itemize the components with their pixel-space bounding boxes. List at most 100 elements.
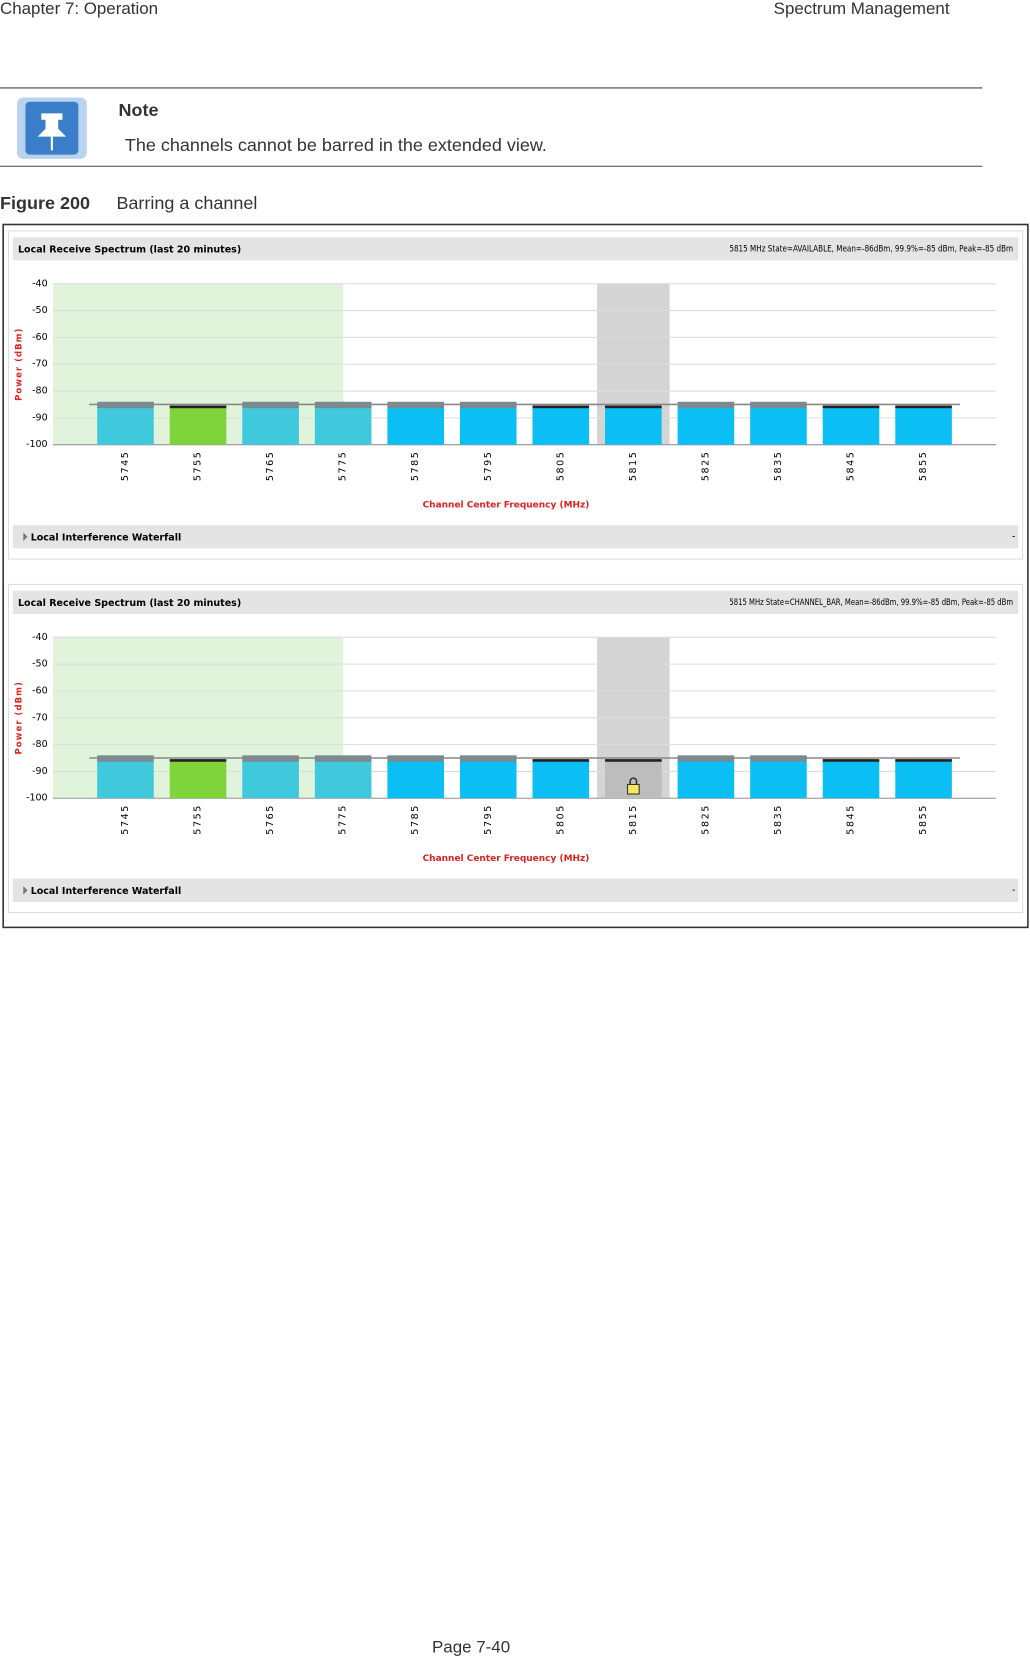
x-tick-label: 5795 [483, 451, 494, 482]
bar [242, 760, 299, 799]
title-bar [12, 237, 1019, 261]
x-tick-label: 5815 [628, 804, 639, 835]
x-tick-label: 5805 [555, 804, 566, 835]
bar [605, 407, 662, 445]
x-tick-label: 5805 [555, 451, 566, 482]
bar [459, 407, 517, 445]
bar [677, 407, 735, 445]
x-tick-label: 5815 [628, 451, 639, 482]
peak-marker [750, 755, 807, 762]
figure-number: Figure 200 [0, 193, 90, 213]
bar [459, 760, 517, 799]
x-tick-label: 5765 [265, 804, 276, 835]
peak-marker [677, 755, 735, 762]
bar [532, 760, 590, 799]
figure-caption: Barring a channel [116, 193, 257, 213]
peak-marker [97, 401, 154, 409]
peak-marker [532, 405, 590, 409]
y-tick-label: -40 [32, 278, 48, 289]
panel-title: Local Receive Spectrum (last 20 minutes) [18, 244, 241, 255]
x-tick-label: 5795 [483, 804, 494, 835]
peak-marker [895, 405, 952, 409]
panel-title: Local Receive Spectrum (last 20 minutes) [18, 598, 241, 609]
peak-marker [605, 405, 662, 409]
peak-marker [605, 759, 662, 762]
peak-marker [387, 755, 444, 762]
y-tick-label: -70 [32, 712, 48, 723]
peak-marker [314, 755, 372, 762]
y-tick-label: -50 [32, 305, 48, 316]
peak-marker [314, 401, 372, 409]
bar [750, 407, 807, 445]
x-tick-label: 5835 [773, 804, 784, 835]
waterfall-title: Local Interference Waterfall [31, 532, 182, 543]
y-tick-label: -50 [32, 659, 48, 670]
x-axis-label: Channel Center Frequency (MHz) [423, 501, 590, 511]
x-tick-label: 5825 [700, 451, 711, 482]
x-tick-label: 5855 [918, 804, 929, 835]
y-tick-label: -40 [32, 632, 48, 643]
y-tick-label: -90 [32, 766, 48, 777]
waterfall-toggle: - [1012, 885, 1015, 896]
x-tick-label: 5755 [193, 804, 204, 835]
status: 5815 MHz State=AVAILABLE, Mean=-86dBm, 9… [729, 244, 1013, 254]
lock-shackle [629, 777, 638, 785]
x-tick-label: 5785 [410, 804, 421, 835]
peak-marker [532, 759, 590, 762]
bar [314, 407, 372, 445]
bar [895, 407, 952, 445]
peak-marker [169, 405, 227, 409]
section: Spectrum Management [774, 0, 950, 18]
bar [387, 407, 444, 445]
peak-marker [677, 401, 735, 409]
y-tick-label: -100 [26, 439, 48, 450]
bar [169, 407, 227, 445]
peak-marker [750, 401, 807, 409]
x-tick-label: 5775 [338, 804, 349, 835]
peak-marker [387, 401, 444, 409]
peak-marker [822, 759, 880, 762]
lock-body [627, 783, 640, 795]
x-tick-label: 5775 [338, 451, 349, 482]
bar [97, 760, 154, 799]
bar [97, 407, 154, 445]
bar [242, 407, 299, 445]
bar [532, 407, 590, 445]
y-axis-label: Power (dBm) [14, 328, 24, 401]
y-tick-label: -100 [26, 793, 48, 804]
note-icon [16, 97, 87, 159]
note-text: The channels cannot be barred in the ext… [125, 135, 547, 155]
chapter: Chapter 7: Operation [0, 0, 158, 18]
x-tick-label: 5755 [193, 451, 204, 482]
x-tick-label: 5855 [918, 451, 929, 482]
bar [750, 760, 807, 799]
x-tick-label: 5825 [700, 804, 711, 835]
waterfall-bar [12, 525, 1019, 549]
y-axis-label: Power (dBm) [14, 681, 24, 754]
waterfall-title: Local Interference Waterfall [31, 886, 182, 897]
note-title: Note [119, 100, 159, 120]
status: 5815 MHz State=CHANNEL_BAR, Mean=-86dBm,… [729, 598, 1013, 608]
peak-marker [242, 755, 299, 762]
title-bar [12, 590, 1019, 615]
y-tick-label: -80 [32, 386, 48, 397]
y-tick-label: -80 [32, 739, 48, 750]
y-tick-label: -90 [32, 412, 48, 423]
x-tick-label: 5835 [773, 451, 784, 482]
bar [677, 760, 735, 799]
bar [387, 760, 444, 799]
x-tick-label: 5845 [846, 451, 857, 482]
x-tick-label: 5745 [120, 451, 131, 482]
y-tick-label: -60 [32, 332, 48, 343]
x-tick-label: 5785 [410, 451, 421, 482]
x-tick-label: 5765 [265, 451, 276, 482]
expand-arrow [23, 886, 28, 895]
y-tick-label: -60 [32, 685, 48, 696]
waterfall-bar [12, 878, 1019, 902]
bar [169, 760, 227, 799]
bar [822, 760, 880, 799]
waterfall-toggle: - [1012, 531, 1015, 542]
lock-icon [627, 777, 640, 795]
